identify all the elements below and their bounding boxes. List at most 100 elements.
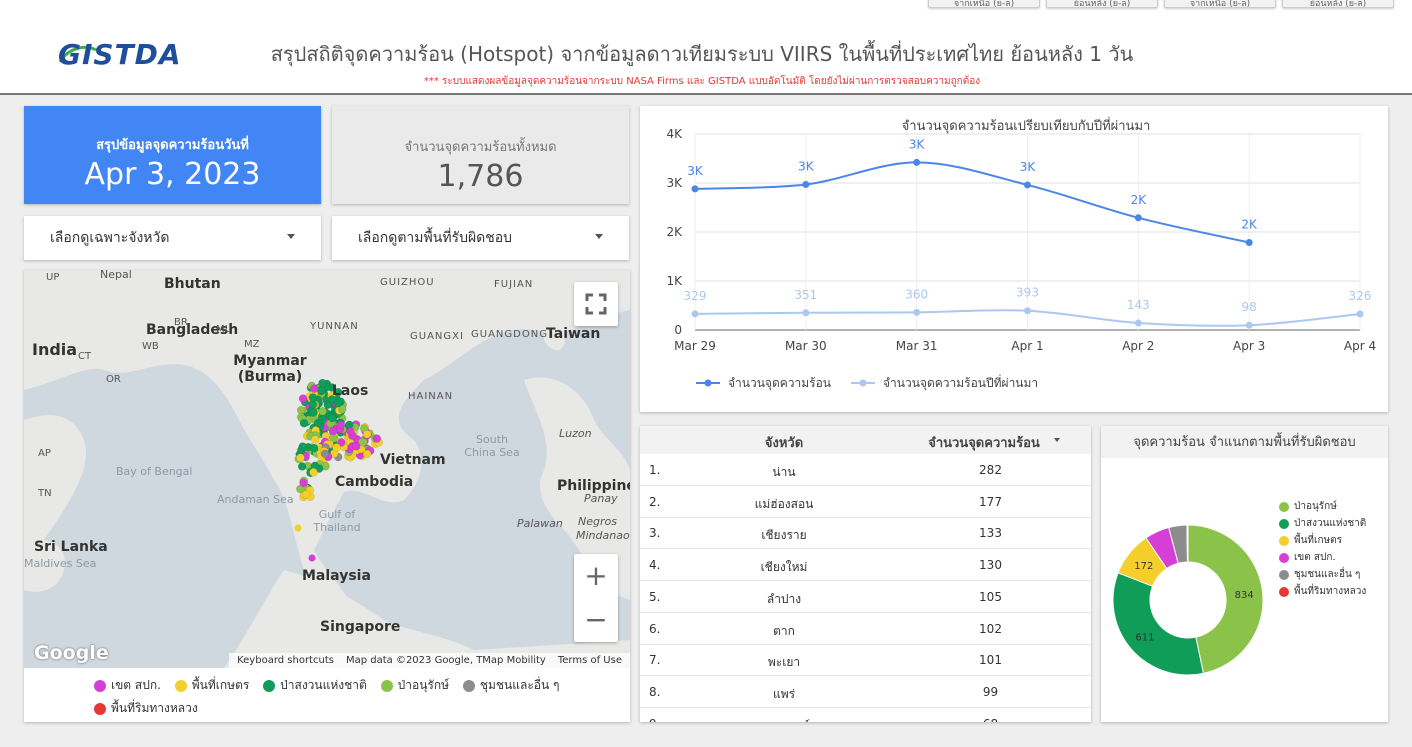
hotspot-point (333, 398, 343, 408)
area-donut-chart[interactable]: 834 611 172 (1101, 458, 1276, 722)
legend-label[interactable]: จำนวนจุดความร้อนปีที่ผ่านมา (883, 374, 1038, 391)
map-label: ML (216, 324, 231, 335)
province-filter-dropdown[interactable]: เลือกดูเฉพาะจังหวัด (24, 216, 321, 260)
top-button[interactable]: ย้อนหลัง (ย-ล) (1046, 0, 1158, 8)
count-cell: 101 (979, 653, 1002, 668)
area-donut-chart-card: จุดความร้อน จำแนกตามพื้นที่รับผิดชอบ 834… (1101, 426, 1388, 722)
donut-slice[interactable] (1112, 572, 1205, 676)
map-label: Maldives Sea (24, 557, 97, 570)
row-number: 7. (649, 653, 661, 668)
legend-item[interactable]: พื้นที่ริมทางหลวง (94, 699, 198, 718)
y-tick-label: 2K (666, 225, 683, 239)
legend-item[interactable]: พื้นที่เกษตร (1279, 534, 1379, 547)
legend-item[interactable]: เขต สปก. (94, 676, 161, 695)
province-cell: พะเยา (767, 655, 801, 670)
legend-label: พื้นที่ริมทางหลวง (111, 701, 198, 715)
row-number: 4. (649, 558, 661, 573)
data-point[interactable] (802, 180, 810, 188)
gistda-logo: GISTDA (58, 30, 188, 74)
legend-item[interactable]: เขต สปก. (1279, 551, 1379, 564)
disclaimer-note: *** ระบบแสดงผลข้อมูลจุดความร้อนจากระบบ N… (423, 76, 981, 87)
legend-item[interactable]: ป่าอนุรักษ์ (380, 676, 450, 695)
legend-label: พื้นที่เกษตร (191, 678, 250, 692)
province-cell: น่าน (772, 465, 796, 479)
fullscreen-button[interactable] (574, 282, 618, 326)
legend-swatch-icon (94, 679, 106, 692)
legend-item[interactable]: พื้นที่เกษตร (174, 676, 250, 695)
comparison-line-chart[interactable]: จำนวนจุดความร้อนเปรียบเทียบกับปีที่ผ่านม… (640, 106, 1388, 412)
hotspot-point (310, 384, 319, 393)
top-button[interactable]: ย้อนหลัง (ย-ล) (1282, 0, 1394, 8)
top-button[interactable]: จากเหนือ (ย-ล) (928, 0, 1040, 8)
legend-label[interactable]: จำนวนจุดความร้อน (728, 376, 831, 391)
data-label: 329 (684, 289, 707, 303)
count-cell: 177 (979, 494, 1002, 509)
data-point[interactable] (913, 308, 921, 316)
comparison-line-chart-card: จำนวนจุดความร้อนเปรียบเทียบกับปีที่ผ่านม… (640, 106, 1388, 412)
zoom-out-button[interactable]: − (584, 603, 608, 636)
legend-item[interactable]: ป่าสงวนแห่งชาติ (1279, 517, 1379, 530)
zoom-controls: + − (574, 554, 618, 642)
hotspot-point (308, 393, 318, 402)
donut-legend: ป่าอนุรักษ์ป่าสงวนแห่งชาติพื้นที่เกษตรเข… (1279, 500, 1379, 602)
data-point[interactable] (1024, 307, 1031, 315)
map-label: WB (142, 341, 159, 352)
hotspot-points (294, 378, 383, 562)
data-point[interactable] (1356, 310, 1364, 318)
data-point[interactable] (913, 158, 921, 166)
data-point[interactable] (1245, 238, 1253, 246)
hotspot-point (296, 453, 305, 463)
table-row[interactable]: 8. แพร่ 99 (640, 676, 1091, 708)
sort-desc-icon[interactable] (1054, 438, 1060, 442)
legend-label: ป่าอนุรักษ์ (397, 678, 450, 692)
table-row[interactable]: 5. ลำปาง 105 (640, 581, 1091, 613)
top-button[interactable]: จากเหนือ (ย-ล) (1164, 0, 1276, 8)
data-point[interactable] (802, 309, 810, 317)
table-row[interactable]: 1. น่าน 282 (640, 454, 1091, 486)
legend-item[interactable]: ป่าอนุรักษ์ (1279, 500, 1379, 513)
table-row[interactable]: 3. เชียงราย 133 (640, 517, 1091, 550)
keyboard-shortcuts-link[interactable]: Keyboard shortcuts (237, 655, 334, 666)
table-row[interactable]: 9.เพชรบูรณ์68 (640, 708, 1091, 722)
legend-item[interactable]: ชุมชนและอื่น ๆ (1279, 568, 1379, 581)
table-row[interactable]: 7. พะเยา 101 (640, 644, 1091, 677)
donut-slice[interactable] (1187, 524, 1264, 674)
legend-item[interactable]: ป่าสงวนแห่งชาติ (263, 676, 367, 695)
hotspot-point (309, 443, 319, 453)
table-row[interactable]: 4. เชียงใหม่ 130 (640, 549, 1091, 582)
province-column-header[interactable]: จังหวัด (764, 436, 804, 451)
data-point[interactable] (1134, 319, 1142, 327)
data-point[interactable] (1024, 181, 1031, 189)
total-summary-card: จำนวนจุดความร้อนทั้งหมด 1,786 (332, 106, 629, 204)
donut-chart-title: จุดความร้อน จำแนกตามพื้นที่รับผิดชอบ (1101, 426, 1388, 458)
hotspot-map-card: Nepal Bhutan Bangladesh India Myanmar (B… (24, 270, 630, 722)
data-label: 3K (687, 164, 704, 178)
data-label: 98 (1242, 300, 1257, 314)
province-cell: ตาก (773, 623, 795, 638)
y-tick-label: 4K (666, 127, 683, 141)
map-label: Bhutan (164, 276, 221, 292)
row-number: 1. (649, 463, 661, 477)
hotspot-map[interactable]: Nepal Bhutan Bangladesh India Myanmar (B… (24, 270, 630, 668)
hotspot-point (299, 418, 309, 428)
legend-item[interactable]: พื้นที่ริมทางหลวง (1279, 585, 1379, 598)
logo-swoosh-icon (58, 45, 97, 63)
data-point[interactable] (1134, 214, 1142, 222)
province-filter-label: เลือกดูเฉพาะจังหวัด (50, 230, 170, 246)
table-row[interactable]: 6. ตาก 102 (640, 613, 1091, 645)
count-column-header[interactable]: จำนวนจุดความร้อน (928, 436, 1040, 451)
zoom-in-button[interactable]: + (584, 559, 608, 592)
data-point[interactable] (691, 310, 699, 318)
hotspot-point (298, 394, 308, 403)
terms-of-use-link[interactable]: Terms of Use (557, 655, 622, 666)
area-filter-label: เลือกดูตามพื้นที่รับผิดชอบ (358, 230, 513, 246)
hotspot-point (336, 420, 346, 430)
province-cell: ลำปาง (766, 591, 802, 606)
donut-slice[interactable] (1186, 524, 1189, 563)
data-point[interactable] (1245, 321, 1253, 329)
area-filter-dropdown[interactable]: เลือกดูตามพื้นที่รับผิดชอบ (332, 216, 629, 260)
legend-item[interactable]: ชุมชนและอื่น ๆ (462, 676, 559, 695)
table-row[interactable]: 2. แม่ฮ่องสอน 177 (640, 486, 1091, 518)
hotspot-point (309, 408, 318, 417)
data-point[interactable] (691, 185, 699, 193)
